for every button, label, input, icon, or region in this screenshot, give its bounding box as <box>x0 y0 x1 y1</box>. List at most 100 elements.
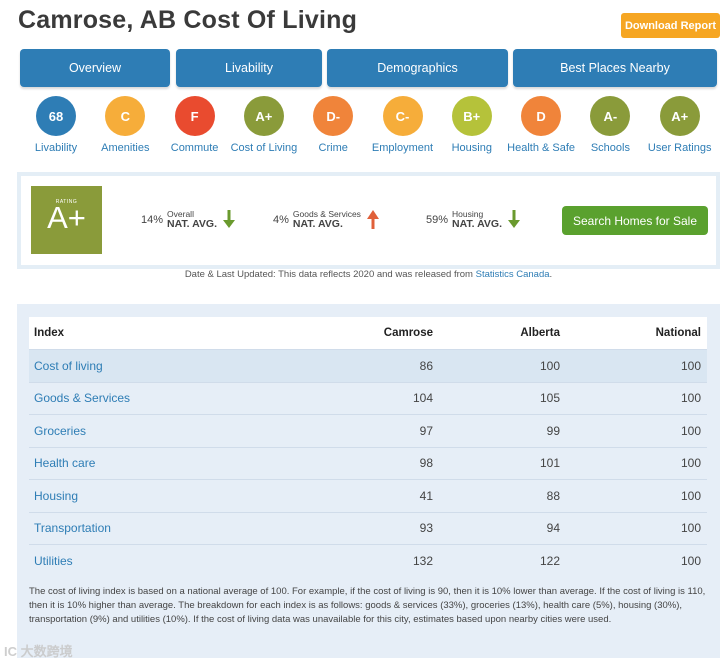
arrow-down-icon <box>508 210 521 229</box>
grade-item-2[interactable]: F Commute <box>155 96 235 154</box>
row-camrose-value: 97 <box>419 423 433 438</box>
table-row: Utilities 132 122 100 <box>29 544 707 577</box>
grade-label: Cost of Living <box>230 142 298 154</box>
table-row: Health care 98 101 100 <box>29 446 707 480</box>
header-alberta: Alberta <box>520 327 560 339</box>
grade-item-7[interactable]: D Health & Safe <box>501 96 581 154</box>
row-camrose-value: 98 <box>419 456 433 471</box>
tab-demographics[interactable]: Demographics <box>327 49 508 87</box>
metric-overall: 14% Overall NAT. AVG. <box>141 209 236 230</box>
cost-index-table: Index Camrose Alberta National Cost of l… <box>29 317 707 577</box>
row-national-value: 100 <box>680 521 701 536</box>
download-report-button[interactable]: Download Report <box>621 13 720 38</box>
statistics-canada-link[interactable]: Statistics Canada <box>475 269 550 280</box>
grade-label: Commute <box>170 142 219 154</box>
header-index: Index <box>34 327 65 339</box>
metric-goods-services: 4% Goods & Services NAT. AVG. <box>273 210 379 230</box>
watermark-logo: IC 大数跨境 <box>4 644 73 659</box>
grade-circle: A- <box>590 96 631 136</box>
row-index-link[interactable]: Utilities <box>34 553 73 568</box>
grade-item-5[interactable]: C- Employment <box>363 96 443 154</box>
rating-badge: RATING A+ <box>31 186 102 254</box>
table-row: Cost of living 86 100 100 <box>29 349 707 382</box>
grade-label: Crime <box>318 142 348 154</box>
grade-item-1[interactable]: C Amenities <box>85 96 165 154</box>
row-camrose-value: 41 <box>419 488 433 503</box>
row-index-link[interactable]: Groceries <box>34 423 87 438</box>
row-national-value: 100 <box>680 488 701 503</box>
row-index-link[interactable]: Cost of living <box>34 358 103 373</box>
updated-text: Date & Last Updated: This data reflects … <box>184 269 473 280</box>
arrow-up-icon <box>366 210 379 230</box>
rating-badge-label: RATING <box>55 199 78 205</box>
metric-housing: 59% Housing NAT. AVG. <box>426 209 521 230</box>
cost-index-panel: Index Camrose Alberta National Cost of l… <box>17 304 720 658</box>
grade-label: User Ratings <box>647 142 712 154</box>
grade-label: Amenities <box>101 142 150 154</box>
row-national-value: 100 <box>680 423 701 438</box>
grade-label: Housing <box>451 142 492 154</box>
metric-goods-nat: NAT. AVG. <box>292 217 343 230</box>
row-index-link[interactable]: Transportation <box>34 521 111 536</box>
table-row: Transportation 93 94 100 <box>29 511 707 545</box>
row-index-link[interactable]: Goods & Services <box>34 391 131 406</box>
table-header: Index Camrose Alberta National <box>29 317 707 349</box>
table-body: Cost of living 86 100 100 Goods & Services 10… <box>29 349 707 577</box>
grade-item-6[interactable]: B+ Housing <box>432 96 512 154</box>
grade-circle: D <box>521 96 562 136</box>
metric-housing-nat: NAT. AVG. <box>452 217 503 230</box>
rating-panel: RATING A+ 14% Overall NAT. AVG. 4% Goods… <box>17 172 720 269</box>
row-alberta-value: 100 <box>539 358 560 373</box>
row-national-value: 100 <box>680 456 701 471</box>
row-index-link[interactable]: Housing <box>34 488 79 503</box>
metric-overall-pct: 14% <box>141 213 164 226</box>
grade-circle: 68 <box>36 96 76 136</box>
metric-goods-pct: 4% <box>273 213 289 226</box>
metric-goods-name: Goods & Services <box>292 209 361 219</box>
rating-badge-grade: A+ <box>47 200 86 235</box>
grade-item-4[interactable]: D- Crime <box>293 96 373 154</box>
row-alberta-value: 122 <box>539 553 560 568</box>
metric-housing-pct: 59% <box>426 213 449 226</box>
row-alberta-value: 101 <box>539 456 560 471</box>
grade-label: Health & Safe <box>507 142 576 154</box>
tab-best-places-nearby[interactable]: Best Places Nearby <box>513 49 717 87</box>
row-alberta-value: 88 <box>546 488 560 503</box>
metric-overall-nat: NAT. AVG. <box>167 217 218 230</box>
grade-circle: A+ <box>243 96 284 136</box>
tab-overview[interactable]: Overview <box>20 49 170 87</box>
table-row: Goods & Services 104 105 100 <box>29 381 707 415</box>
row-camrose-value: 132 <box>412 553 433 568</box>
grade-circle: B+ <box>451 96 492 136</box>
data-updated-note: Date & Last Updated: This data reflects … <box>0 269 727 280</box>
metric-housing-name: Housing <box>452 209 484 219</box>
grade-item-3[interactable]: A+ Cost of Living <box>224 96 304 154</box>
metric-overall-name: Overall <box>167 209 194 219</box>
updated-period: . <box>549 269 553 280</box>
row-camrose-value: 104 <box>412 391 433 406</box>
row-index-link[interactable]: Health care <box>34 456 96 471</box>
cost-index-explanation: The cost of living index is based on a n… <box>29 586 706 625</box>
arrow-down-icon <box>223 210 236 229</box>
table-row: Housing 41 88 100 <box>29 479 707 512</box>
grade-label: Livability <box>34 142 78 154</box>
table-row: Groceries 97 99 100 <box>29 414 707 447</box>
search-homes-button[interactable]: Search Homes for Sale <box>562 206 708 235</box>
grade-label: Employment <box>371 142 434 154</box>
row-alberta-value: 99 <box>546 423 560 438</box>
grade-circle: D- <box>313 96 354 136</box>
grade-label: Schools <box>590 142 630 154</box>
row-national-value: 100 <box>680 391 701 406</box>
tab-livability[interactable]: Livability <box>176 49 322 87</box>
grade-circle: C <box>105 96 146 136</box>
grade-circle: F <box>174 96 215 136</box>
header-national: National <box>655 327 701 339</box>
row-national-value: 100 <box>680 553 701 568</box>
grade-item-0[interactable]: 68 Livability <box>16 96 96 154</box>
grade-item-9[interactable]: A+ User Ratings <box>640 96 720 154</box>
row-alberta-value: 94 <box>546 521 560 536</box>
grade-item-8[interactable]: A- Schools <box>570 96 650 154</box>
grade-circle: C- <box>382 96 423 136</box>
row-national-value: 100 <box>680 358 701 373</box>
row-alberta-value: 105 <box>539 391 560 406</box>
